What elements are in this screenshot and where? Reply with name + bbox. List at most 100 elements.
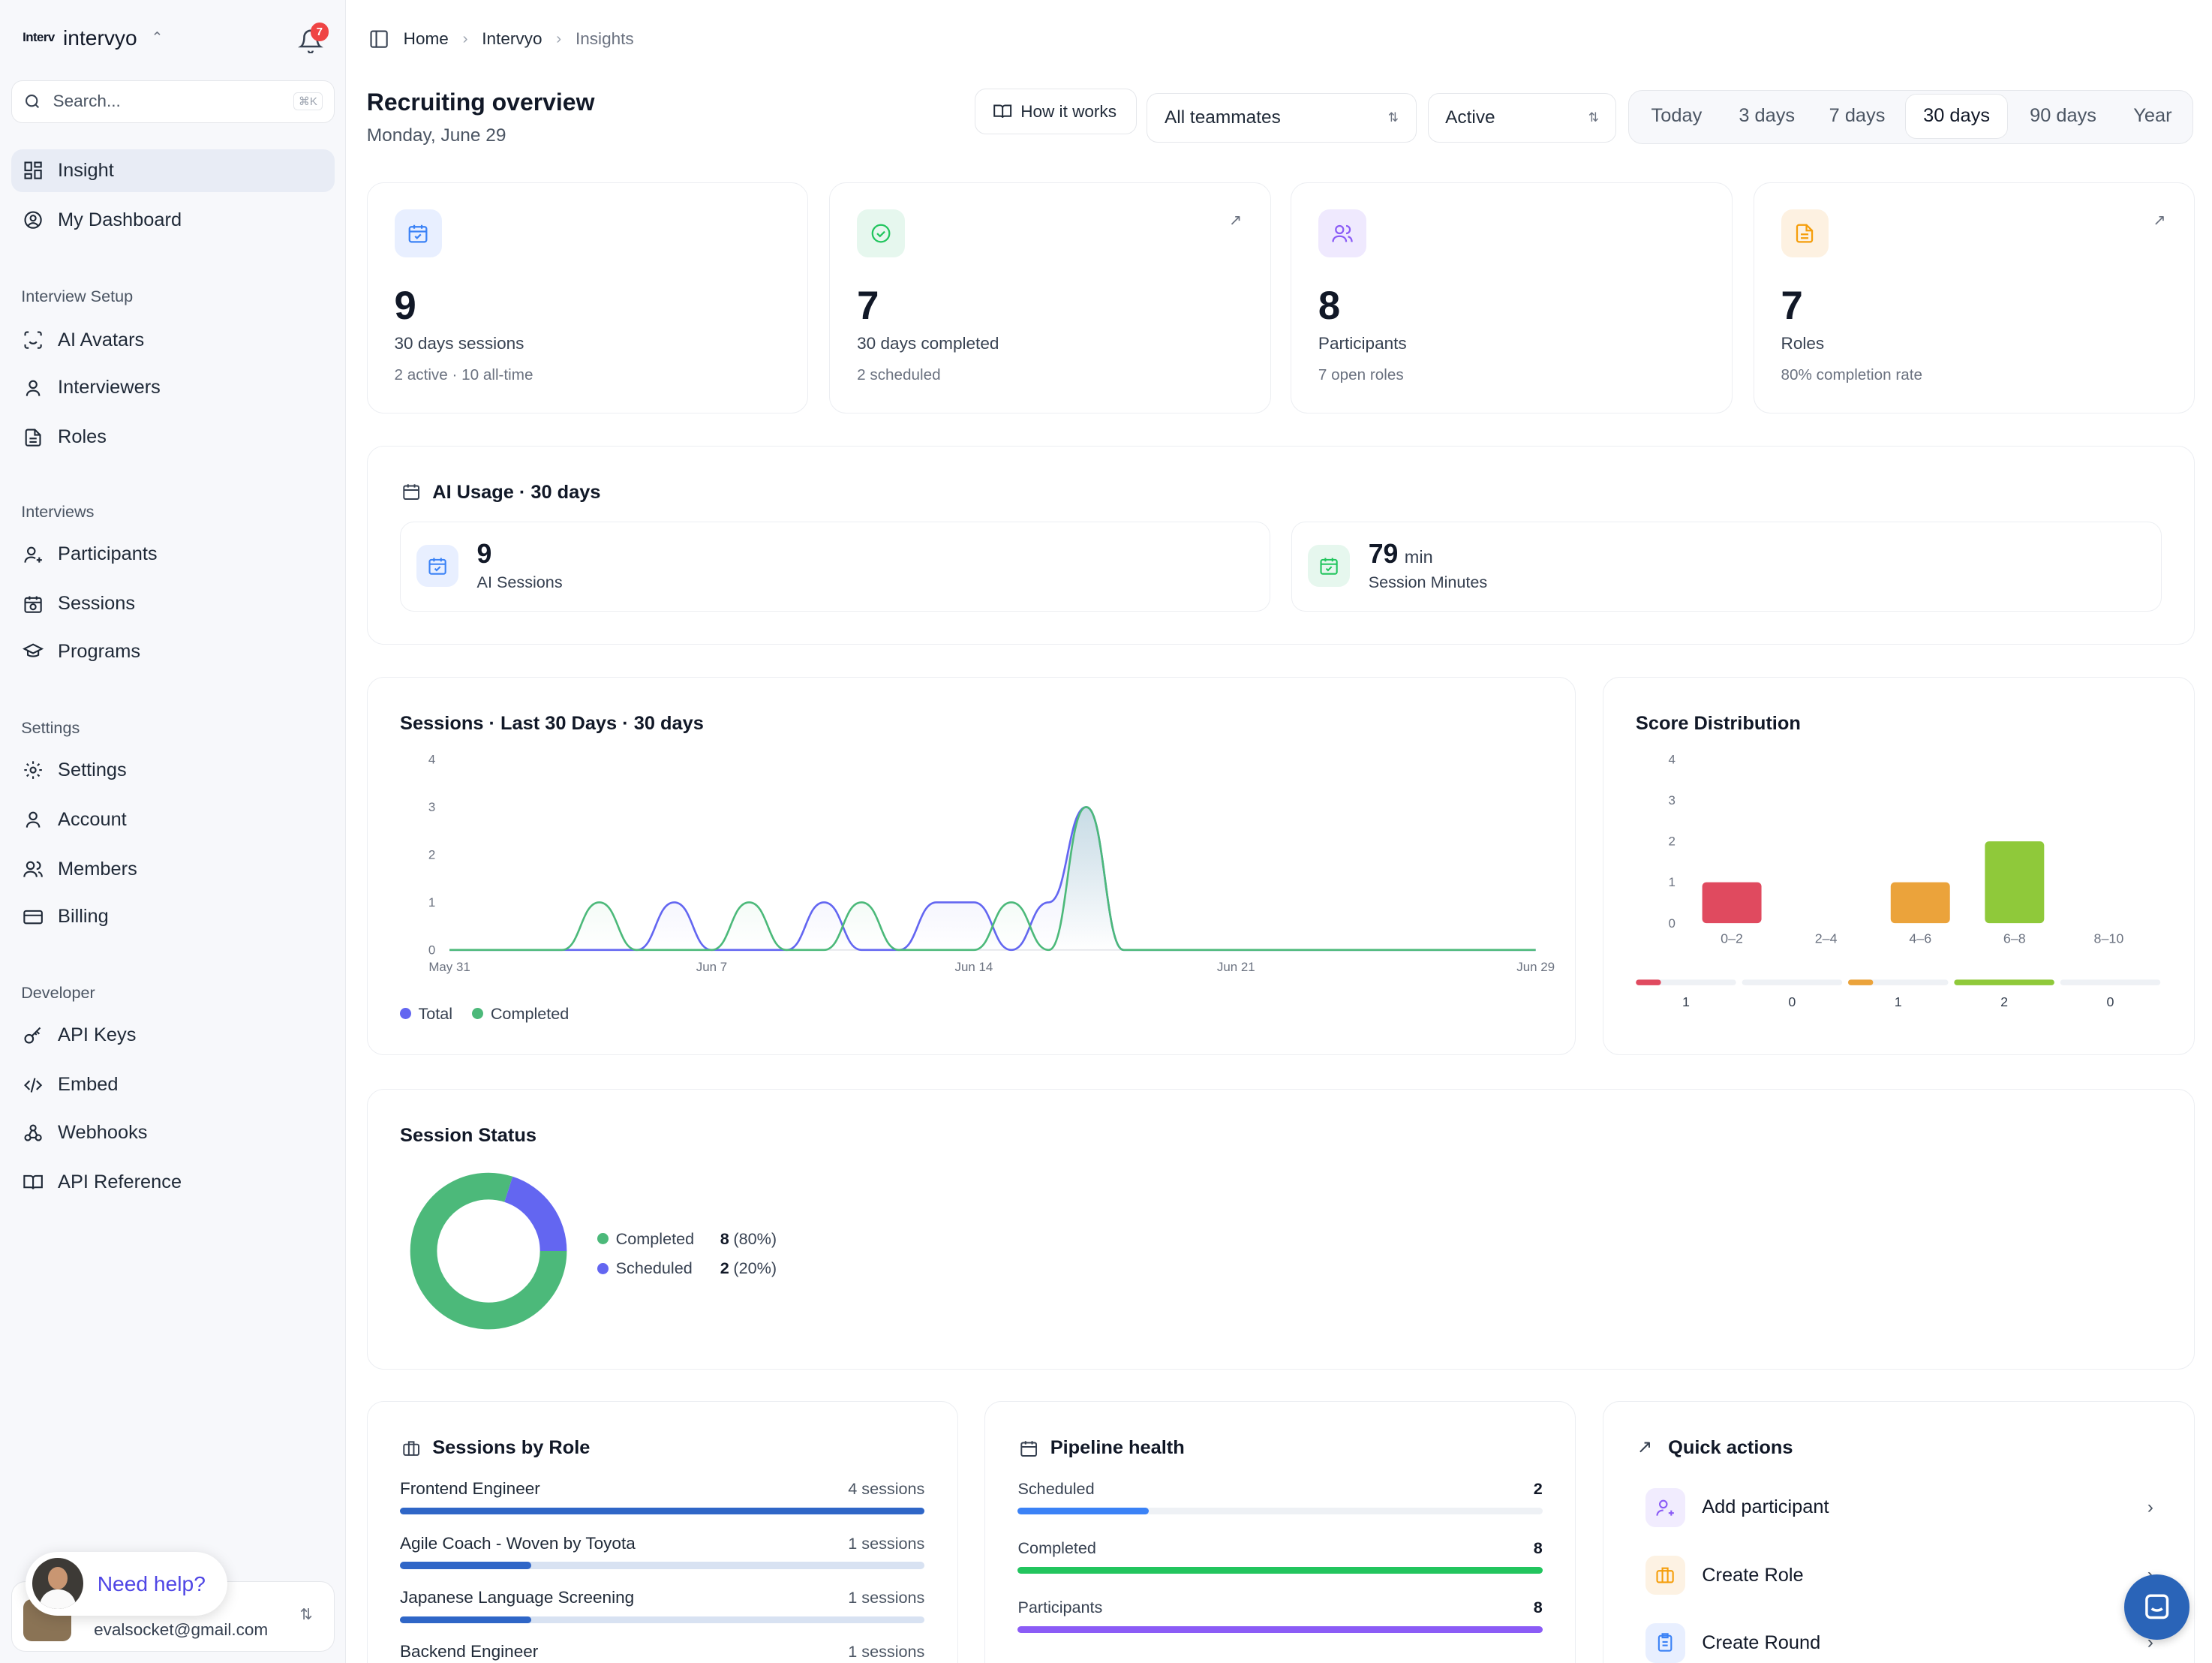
tab-90-days[interactable]: 90 days	[2030, 105, 2096, 127]
role-count: 1 sessions	[848, 1642, 925, 1661]
role-bar-track	[400, 1507, 925, 1515]
stat-label: 30 days sessions	[394, 333, 524, 353]
tab-today[interactable]: Today	[1651, 105, 1703, 127]
stat-sub: 2 scheduled	[857, 365, 941, 383]
chat-widget-button[interactable]	[2124, 1574, 2189, 1640]
breadcrumb-intervyo[interactable]: Intervyo	[482, 29, 542, 48]
sidebar-item-label: Programs	[58, 641, 141, 663]
legend-total: Total	[400, 1004, 452, 1024]
pipeline-bar-fill	[1017, 1625, 1543, 1634]
file-text-icon	[1781, 209, 1829, 258]
sidebar-item-sessions[interactable]: Sessions	[11, 582, 335, 624]
score-track-fill	[1635, 979, 1661, 986]
sidebar-item-label: Webhooks	[58, 1122, 148, 1144]
page-title: Recruiting overview	[366, 89, 595, 116]
file-text-icon	[25, 429, 41, 447]
need-help-button[interactable]: Need help?	[25, 1552, 227, 1616]
stat-label: Participants	[1318, 333, 1407, 353]
calendar-icon	[1307, 544, 1351, 588]
pipeline-bar-track	[1017, 1566, 1543, 1574]
add-participant-button[interactable]: Add participant ›	[1645, 1479, 2153, 1535]
quick-action-label: Create Role	[1702, 1564, 1804, 1586]
tab-3-days[interactable]: 3 days	[1739, 105, 1796, 127]
quick-action-label: Add participant	[1702, 1496, 1829, 1518]
help-label: Need help?	[97, 1571, 206, 1595]
arrow-up-right-icon[interactable]: ↗	[1228, 212, 1243, 230]
x-tick-label: Jun 29	[1516, 960, 1555, 974]
main-content: Home › Intervyo › Insights Recruiting ov…	[346, 0, 2212, 1663]
stat-value: 7	[1781, 283, 1803, 328]
sidebar-item-insight[interactable]: Insight	[11, 149, 335, 192]
role-bar-track	[400, 1562, 925, 1569]
graduation-cap-icon	[23, 643, 44, 658]
sidebar-item-webhooks[interactable]: Webhooks	[11, 1111, 335, 1153]
arrow-up-right-icon[interactable]: ↗	[2153, 212, 2166, 230]
breadcrumb-home[interactable]: Home	[403, 29, 449, 48]
sidebar-item-api-reference[interactable]: API Reference	[11, 1161, 335, 1203]
sidebar-item-ai-avatars[interactable]: AI Avatars	[11, 319, 335, 361]
score-count: 0	[2106, 994, 2114, 1009]
brand-logo: Interv	[23, 30, 55, 45]
stat-value: 8	[1318, 283, 1341, 328]
stat-label: Roles	[1781, 333, 1825, 353]
x-tick-label: May 31	[428, 960, 470, 974]
status-select[interactable]: Active ⇅	[1427, 93, 1617, 143]
search-input[interactable]: Search... ⌘K	[11, 80, 335, 123]
sidebar-item-api-keys[interactable]: API Keys	[11, 1015, 335, 1057]
search-shortcut: ⌘K	[293, 92, 323, 111]
sidebar-item-label: Members	[58, 858, 137, 880]
role-count: 1 sessions	[848, 1587, 925, 1607]
stat-card-sessions[interactable]: 9 30 days sessions 2 active · 10 all-tim…	[366, 182, 809, 413]
sidebar-item-account[interactable]: Account	[11, 798, 335, 841]
page-date: Monday, June 29	[366, 125, 506, 146]
sessions-line-chart: 0 1 2 3 4 May 31 Jun 7 Jun 14 Jun 21 Jun 29	[428, 753, 1555, 974]
sessions-chart-title: Sessions · Last 30 Days · 30 days	[400, 713, 704, 735]
sidebar-item-label: API Reference	[58, 1171, 182, 1192]
sidebar-item-roles[interactable]: Roles	[11, 417, 335, 459]
role-name: Backend Engineer	[400, 1642, 539, 1661]
session-status-legend: Completed 8 (80%) Scheduled 2 (20%)	[597, 1224, 777, 1283]
tab-year[interactable]: Year	[2133, 105, 2172, 127]
ai-usage-card: AI Usage · 30 days 9 AI Sessions 79 min …	[366, 446, 2195, 645]
ai-sessions-value: 9	[476, 539, 492, 570]
y-tick-label: 1	[1668, 876, 1675, 890]
sidebar-item-label: Interviewers	[58, 377, 161, 398]
bell-icon[interactable]	[297, 29, 323, 54]
create-round-button[interactable]: Create Round ›	[1645, 1615, 2153, 1663]
user-plus-icon	[24, 546, 42, 563]
sessions-chart-card: Sessions · Last 30 Days · 30 days 0 1 2 3 4 M…	[366, 677, 1576, 1056]
stat-card-completed[interactable]: ↗ 7 30 days completed 2 scheduled	[829, 182, 1271, 413]
sidebar-item-embed[interactable]: Embed	[11, 1064, 335, 1106]
y-tick-label: 1	[428, 895, 435, 910]
sidebar-item-members[interactable]: Members	[11, 848, 335, 890]
gear-icon	[24, 761, 42, 780]
status-row-completed: Completed 8 (80%)	[597, 1224, 777, 1253]
user-icon	[26, 380, 41, 396]
stat-card-roles[interactable]: ↗ 7 Roles 80% completion rate	[1753, 182, 2195, 413]
create-role-button[interactable]: Create Role ›	[1645, 1547, 2153, 1603]
sidebar: Interv intervyo ⌃ 7 Search... ⌘K Insight…	[0, 0, 346, 1663]
ai-usage-title: AI Usage · 30 days	[432, 482, 601, 504]
sidebar-item-participants[interactable]: Participants	[11, 534, 335, 576]
stat-card-participants[interactable]: 8 Participants 7 open roles	[1291, 182, 1733, 413]
pipeline-label: Completed	[1017, 1538, 1096, 1558]
sidebar-item-interviewers[interactable]: Interviewers	[11, 367, 335, 409]
sidebar-item-billing[interactable]: Billing	[11, 896, 335, 938]
quick-actions-card: ↗ Quick actions Add participant › Create…	[1602, 1400, 2195, 1663]
tab-30-days[interactable]: 30 days	[1904, 94, 2009, 140]
how-it-works-button[interactable]: How it works	[975, 89, 1138, 134]
stat-value: 7	[857, 283, 879, 328]
pipeline-bar-fill	[1017, 1566, 1543, 1574]
x-tick-label: Jun 21	[1217, 960, 1255, 974]
role-name: Japanese Language Screening	[400, 1587, 635, 1607]
tab-7-days[interactable]: 7 days	[1829, 105, 1886, 127]
sidebar-item-settings[interactable]: Settings	[11, 749, 335, 791]
sidebar-item-my-dashboard[interactable]: My Dashboard	[11, 199, 335, 241]
sidebar-item-programs[interactable]: Programs	[11, 630, 335, 672]
teammates-select[interactable]: All teammates ⇅	[1147, 93, 1417, 143]
sidebar-toggle-icon[interactable]	[368, 29, 389, 50]
session-minutes-label: Session Minutes	[1368, 573, 1488, 592]
workspace-switcher[interactable]: Interv intervyo ⌃	[23, 26, 163, 50]
search-icon	[26, 95, 40, 109]
y-tick-label: 2	[428, 848, 435, 862]
